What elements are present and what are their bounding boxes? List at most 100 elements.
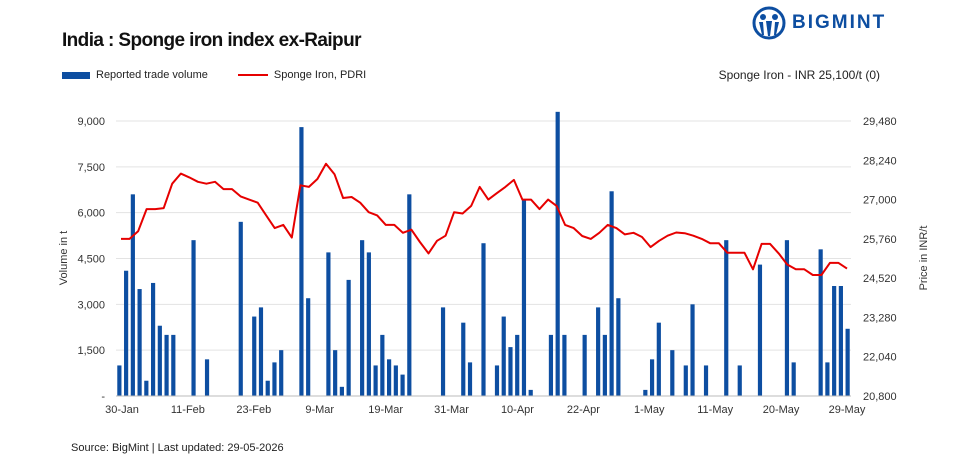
volume-bar: [670, 350, 675, 396]
legend-swatch-volume: [62, 71, 90, 79]
volume-bar: [481, 243, 486, 396]
volume-bar: [838, 286, 843, 396]
volume-bar: [528, 389, 533, 396]
x-tick-label: 22-Apr: [567, 404, 600, 416]
left-tick-label: 9,000: [77, 116, 105, 128]
x-tick-label: 10-Apr: [501, 404, 534, 416]
volume-bar: [306, 298, 311, 396]
volume-bar: [784, 240, 790, 396]
volume-bar: [521, 200, 527, 396]
right-tick-label: 28,240: [863, 155, 897, 167]
volume-bar: [339, 386, 344, 396]
left-tick-label: 7,500: [77, 162, 105, 174]
volume-bar: [508, 347, 513, 396]
volume-bar: [461, 322, 466, 396]
volume-bar: [150, 282, 156, 396]
x-tick-label: 30-Jan: [105, 404, 139, 416]
volume-bar: [191, 240, 196, 396]
volume-bar: [596, 307, 601, 396]
volume-bar: [690, 304, 695, 396]
x-tick-label: 11-May: [697, 404, 733, 416]
volume-bar: [562, 334, 567, 396]
volume-bar: [656, 322, 661, 396]
x-tick-label: 19-Mar: [368, 404, 403, 416]
price-line: [121, 162, 848, 276]
volume-bar: [825, 362, 830, 396]
volume-bar: [164, 334, 169, 396]
volume-bar: [373, 365, 378, 396]
volume-bar: [582, 334, 587, 396]
volume-bar: [279, 350, 284, 396]
legend-label-volume: Reported trade volume: [96, 69, 208, 81]
volume-bar: [393, 365, 398, 396]
volume-bar: [299, 127, 304, 396]
volume-bar: [407, 194, 412, 396]
volume-bar: [757, 264, 763, 396]
volume-bar: [555, 111, 560, 396]
left-axis-title: Volume in t: [58, 231, 70, 285]
volume-bar: [326, 252, 331, 396]
bigmint-logo: BIGMINT: [752, 6, 886, 40]
bigmint-logo-icon: [752, 6, 786, 40]
volume-bar: [609, 191, 614, 396]
left-tick-label: 1,500: [77, 345, 105, 357]
volume-bar: [737, 365, 742, 396]
x-tick-label: 1-May: [634, 404, 665, 416]
volume-bar: [832, 286, 837, 396]
volume-bar: [703, 365, 709, 396]
right-tick-label: 29,480: [863, 116, 897, 128]
volume-bar: [366, 252, 371, 396]
left-tick-label: -: [101, 391, 105, 403]
volume-bar: [501, 316, 506, 396]
right-tick-label: 24,520: [863, 273, 897, 285]
left-tick-label: 3,000: [77, 299, 105, 311]
legend-swatch-price: [237, 74, 268, 76]
volume-bar: [333, 350, 338, 396]
volume-bar: [643, 389, 648, 396]
volume-bar: [387, 359, 392, 396]
right-axis-title: Price in INR/t: [918, 226, 930, 291]
volume-bar: [272, 362, 277, 396]
volume-bar: [616, 298, 621, 396]
volume-bar: [360, 240, 365, 396]
source-footer: Source: BigMint | Last updated: 29-05-20…: [71, 442, 284, 454]
legend-item-volume: Reported trade volume: [62, 69, 208, 81]
x-tick-label: 31-Mar: [434, 404, 469, 416]
volume-bar: [548, 334, 554, 396]
right-tick-label: 25,760: [863, 234, 897, 246]
volume-bar: [137, 289, 142, 396]
chart-legend: Reported trade volume Sponge Iron, PDRI: [62, 69, 396, 81]
right-tick-label: 22,040: [863, 352, 897, 364]
x-tick-label: 29-May: [829, 404, 866, 416]
volume-bar: [157, 325, 162, 396]
volume-bar: [602, 334, 607, 396]
x-tick-label: 9-Mar: [305, 404, 334, 416]
chart-title: India : Sponge iron index ex-Raipur: [62, 30, 361, 51]
right-tick-label: 27,000: [863, 195, 897, 207]
volume-bar: [845, 328, 850, 396]
volume-bar: [649, 359, 655, 396]
left-tick-label: 4,500: [77, 254, 105, 266]
left-tick-label: 6,000: [77, 208, 105, 220]
right-tick-label: 23,280: [863, 312, 897, 324]
brand-name: BIGMINT: [792, 12, 887, 33]
x-tick-label: 11-Feb: [171, 404, 205, 416]
price-note: Sponge Iron - INR 25,100/t (0): [718, 68, 880, 82]
volume-bar: [683, 365, 688, 396]
volume-bar: [818, 249, 823, 396]
volume-bar: [494, 365, 500, 396]
volume-bar: [238, 221, 243, 396]
volume-bar: [124, 270, 129, 396]
volume-bar: [204, 359, 210, 396]
volume-bar: [400, 374, 405, 396]
volume-bar: [258, 307, 264, 396]
volume-bar: [515, 334, 520, 396]
volume-bar: [144, 380, 149, 396]
legend-item-price: Sponge Iron, PDRI: [237, 69, 366, 81]
volume-bar: [265, 380, 270, 396]
volume-bar: [467, 362, 473, 396]
volume-bar: [171, 334, 176, 396]
volume-bar: [346, 279, 351, 396]
volume-bar: [380, 334, 385, 396]
